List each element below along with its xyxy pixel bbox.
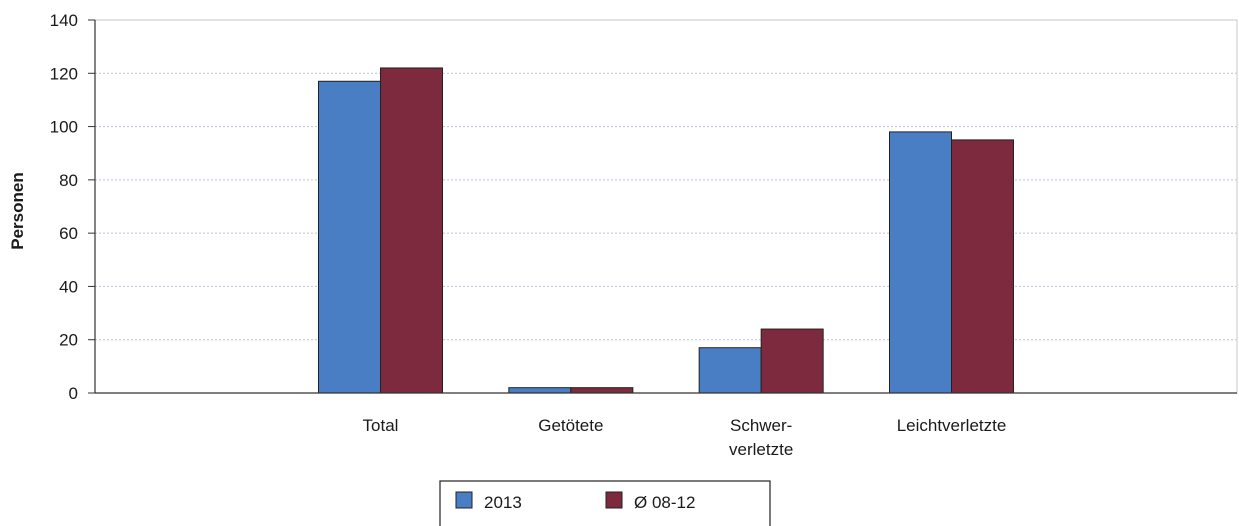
legend-swatch xyxy=(605,491,623,509)
y-tick-label: 60 xyxy=(59,224,78,243)
grid-lines xyxy=(94,19,1238,394)
y-tick-label: 40 xyxy=(59,277,78,296)
bar-series1-2 xyxy=(698,347,762,394)
bars xyxy=(318,67,1014,394)
y-tick-label: 20 xyxy=(59,331,78,350)
y-tick-label: 140 xyxy=(50,11,78,30)
bar-series2-3 xyxy=(951,139,1014,394)
legend-label: Ø 08-12 xyxy=(634,493,695,512)
bar-series2-0 xyxy=(380,67,443,394)
bar-series2-1 xyxy=(570,387,634,394)
category-label: Schwer- xyxy=(730,416,792,435)
axes xyxy=(88,19,1237,394)
bar-series1-0 xyxy=(318,80,381,394)
category-label: Leichtverletzte xyxy=(897,416,1007,435)
y-tick-label: 0 xyxy=(69,384,78,403)
legend-label: 2013 xyxy=(484,493,522,512)
bar-series1-3 xyxy=(889,131,952,394)
y-tick-label: 100 xyxy=(50,118,78,137)
category-label: Total xyxy=(363,416,399,435)
bar-series2-2 xyxy=(760,328,824,394)
bar-series1-1 xyxy=(508,387,572,394)
y-tick-labels: 0 20 40 60 80 100 120 140 xyxy=(50,11,78,403)
legend: 2013 Ø 08-12 xyxy=(439,480,771,526)
legend-swatch xyxy=(455,491,473,509)
y-tick-label: 120 xyxy=(50,64,78,83)
plot-frame xyxy=(94,19,1238,394)
y-tick-label: 80 xyxy=(59,171,78,190)
legend-box xyxy=(439,480,771,526)
category-labels: Total Getötete Schwer-verletzte Leichtverle… xyxy=(363,416,1007,459)
category-label: Getötete xyxy=(538,416,603,435)
y-axis-title: Personen xyxy=(8,172,27,249)
category-label: verletzte xyxy=(729,440,793,459)
